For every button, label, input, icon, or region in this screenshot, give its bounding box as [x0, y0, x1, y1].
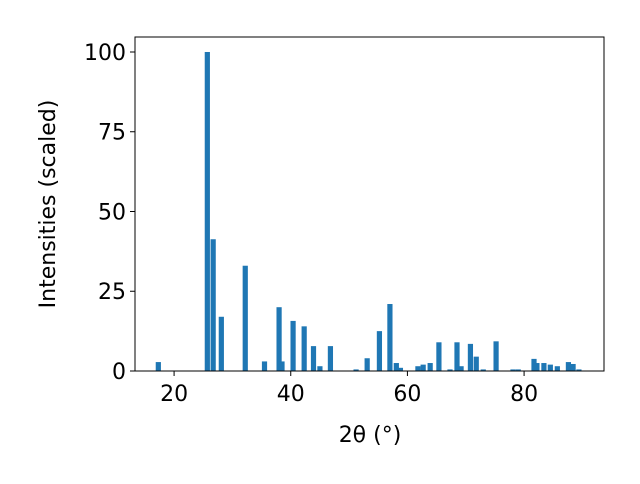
bar [515, 369, 521, 371]
bar [454, 342, 460, 371]
bar [510, 369, 516, 371]
plot-frame [134, 36, 605, 372]
y-tick-label: 100 [84, 41, 126, 66]
bar [547, 364, 553, 371]
bar [397, 367, 404, 371]
bar [310, 346, 317, 371]
bar [427, 363, 433, 371]
bar [276, 307, 282, 371]
bar [242, 265, 248, 371]
bar [565, 362, 572, 371]
y-axis-label: Intensities (scaled) [36, 100, 61, 309]
bar [155, 362, 161, 371]
bar [576, 369, 582, 371]
bar [218, 316, 224, 371]
bar [353, 369, 359, 371]
bar [447, 369, 453, 371]
x-tick-label: 40 [277, 382, 305, 407]
bar [541, 363, 547, 371]
bar [387, 304, 393, 371]
bar [317, 366, 323, 371]
bar [493, 341, 499, 371]
bar [290, 320, 296, 371]
bar [554, 366, 560, 371]
bar [420, 364, 426, 371]
y-tick-label: 0 [112, 360, 126, 385]
bar [393, 363, 399, 371]
bar [261, 361, 268, 371]
bar [436, 342, 442, 371]
y-tick-label: 50 [98, 200, 126, 225]
x-axis-label: 2θ (°) [339, 423, 402, 448]
y-tick-label: 25 [98, 280, 126, 305]
bar [480, 369, 486, 371]
x-tick-label: 80 [510, 382, 538, 407]
bar [364, 358, 370, 371]
bar [210, 239, 216, 371]
bar [415, 366, 421, 371]
x-tick-label: 60 [393, 382, 421, 407]
bar [301, 326, 307, 371]
bar [531, 358, 537, 371]
bar [279, 361, 285, 371]
bar [458, 366, 464, 371]
bar [327, 346, 334, 371]
bar [467, 343, 474, 371]
bar [204, 51, 210, 371]
bar [376, 331, 383, 371]
bar [534, 363, 540, 371]
y-tick-label: 75 [98, 121, 126, 146]
bar [570, 363, 576, 371]
x-tick-label: 20 [160, 382, 188, 407]
bar [473, 356, 479, 371]
